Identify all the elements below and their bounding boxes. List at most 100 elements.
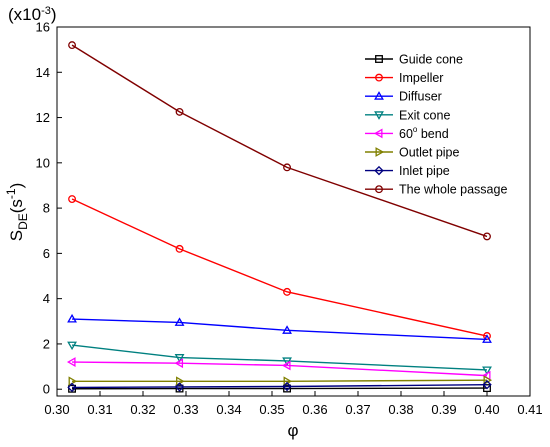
legend-swatch-marker	[375, 147, 385, 157]
data-point	[174, 382, 185, 392]
y-axis-title-open: (s	[7, 199, 26, 213]
legend-swatch-marker	[374, 165, 384, 176]
x-tick-label: 0.31	[87, 402, 112, 417]
legend-label: Impeller	[399, 71, 443, 85]
data-point	[174, 317, 185, 326]
y-tick-label: 0	[43, 382, 50, 397]
legend-label: Guide cone	[399, 53, 463, 67]
legend-swatch-marker	[373, 128, 383, 139]
y-tick-label: 16	[36, 20, 50, 35]
legend-item: The whole passage	[365, 183, 507, 197]
data-point	[282, 325, 292, 334]
legend-item: Impeller	[365, 71, 443, 85]
y-axis-title-subscript: DE	[16, 213, 30, 230]
series-line	[71, 344, 488, 371]
series-diffuser	[67, 313, 492, 343]
y-axis-title-main: S	[7, 230, 26, 241]
legend: Guide cone Impeller Diffuser Exit cone 60o b…	[365, 53, 507, 197]
multiplier-close: )	[51, 5, 57, 24]
data-point	[281, 360, 291, 371]
data-point	[283, 384, 291, 393]
y-axis-ticks: 0 2 4 6 8 10 12 14 16	[36, 20, 62, 397]
legend-item: Diffuser	[365, 90, 442, 104]
data-point	[482, 334, 492, 343]
legend-label: 60o bend	[399, 125, 449, 141]
legend-label: Diffuser	[399, 90, 442, 104]
y-axis-title: SDE(s-1)	[4, 183, 30, 242]
series-layer	[66, 41, 493, 393]
series-60-bend	[66, 357, 491, 381]
legend-swatch-marker	[375, 185, 383, 194]
data-point	[175, 244, 184, 253]
data-point	[283, 287, 291, 296]
data-point	[175, 384, 184, 393]
x-tick-label: 0.40	[474, 402, 499, 417]
series-line	[72, 318, 488, 341]
x-tick-label: 0.33	[173, 402, 198, 417]
y-tick-label: 8	[43, 201, 50, 216]
series-impeller	[68, 195, 491, 340]
legend-item: Inlet pipe	[365, 164, 450, 178]
x-tick-label: 0.38	[388, 402, 413, 417]
legend-label: Inlet pipe	[399, 164, 450, 178]
x-tick-label: 0.34	[216, 402, 241, 417]
plot-area	[56, 26, 531, 397]
series-line	[71, 198, 488, 337]
y-tick-label: 12	[36, 110, 50, 125]
data-point	[66, 357, 76, 367]
data-point	[282, 381, 292, 392]
series-line	[72, 383, 488, 389]
x-tick-label: 0.35	[259, 402, 284, 417]
legend-swatch-marker	[375, 73, 383, 82]
data-point	[174, 358, 184, 369]
series-the-whole-passage	[68, 41, 491, 241]
y-tick-label: 10	[36, 155, 50, 170]
legend-label: Outlet pipe	[399, 146, 460, 160]
data-point	[283, 163, 291, 172]
data-point	[67, 382, 77, 393]
y-axis-title-superscript: -1	[4, 188, 18, 199]
data-point	[67, 341, 77, 351]
data-point	[482, 366, 492, 376]
x-axis-ticks: 0.30 0.31 0.32 0.33 0.34 0.35 0.36 0.37 0.38 0.39…	[44, 391, 543, 417]
data-point	[482, 379, 492, 390]
y-axis-title-close: )	[7, 183, 26, 189]
plot-frame	[56, 26, 531, 397]
legend-label: Exit cone	[399, 108, 450, 122]
x-tick-label: 0.30	[44, 402, 69, 417]
legend-swatch-marker	[374, 111, 384, 120]
legend-item: 60o bend	[365, 125, 449, 141]
data-point	[68, 41, 76, 50]
legend-item: Outlet pipe	[365, 146, 460, 160]
y-tick-label: 4	[43, 291, 50, 306]
series-line	[72, 379, 488, 382]
x-axis-title: φ	[287, 421, 298, 440]
series-line	[71, 44, 488, 238]
x-tick-label: 0.36	[302, 402, 327, 417]
series-line	[72, 361, 488, 377]
series-outlet-pipe	[68, 375, 493, 387]
x-tick-label: 0.41	[517, 402, 542, 417]
legend-label: The whole passage	[399, 183, 507, 197]
data-point	[175, 107, 184, 116]
series-line	[72, 387, 488, 390]
data-point	[483, 232, 491, 241]
y-tick-label: 2	[43, 336, 50, 351]
data-point	[68, 195, 76, 203]
legend-item: Guide cone	[365, 53, 463, 67]
data-point	[282, 357, 292, 367]
y-axis-multiplier: (x10-3)	[8, 5, 57, 24]
series-inlet-pipe	[67, 379, 492, 393]
x-tick-label: 0.32	[130, 402, 155, 417]
legend-swatch-marker	[375, 55, 383, 63]
legend-swatch-marker	[374, 91, 384, 100]
y-tick-label: 6	[43, 246, 50, 261]
x-tick-label: 0.37	[345, 402, 370, 417]
series-exit-cone	[67, 341, 492, 376]
x-tick-label: 0.39	[431, 402, 456, 417]
multiplier-exponent: -3	[41, 5, 51, 17]
data-point	[67, 313, 77, 323]
data-point	[174, 354, 185, 363]
multiplier-base: (x10	[8, 5, 41, 24]
